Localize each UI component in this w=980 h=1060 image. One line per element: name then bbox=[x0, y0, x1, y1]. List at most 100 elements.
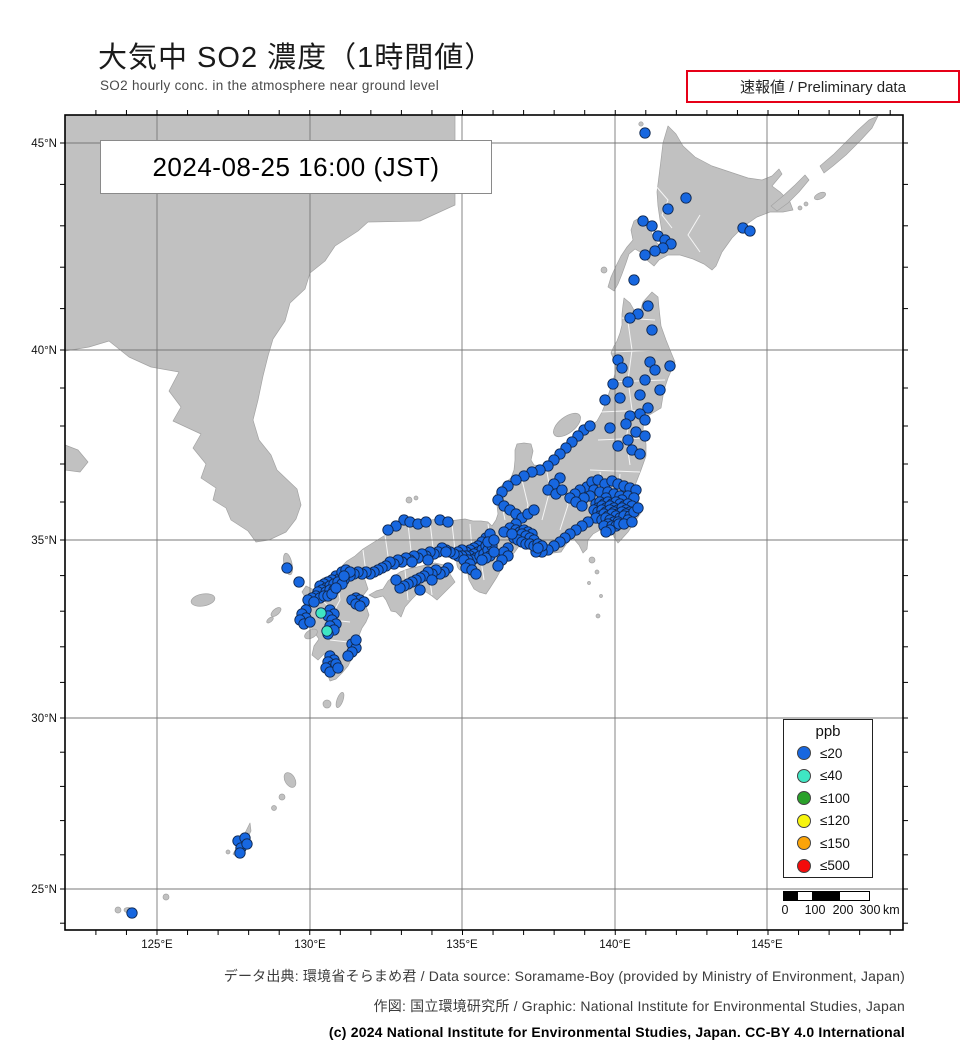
station-dot-le20 bbox=[426, 574, 438, 586]
station-dot-le20 bbox=[639, 374, 651, 386]
station-dot-le20 bbox=[634, 448, 646, 460]
shikotan-island bbox=[814, 191, 826, 201]
scale-bar-unit: km bbox=[883, 903, 900, 917]
scale-bar-segment bbox=[840, 892, 869, 900]
station-dot-le20 bbox=[639, 127, 651, 139]
lon-tick-label: 145°E bbox=[751, 939, 783, 951]
axis-ticks bbox=[60, 110, 908, 935]
scale-bar-segments bbox=[783, 891, 870, 901]
legend-row: ≤120 bbox=[784, 810, 872, 833]
okushiri-island bbox=[600, 266, 608, 274]
timestamp-text: 2024-08-25 16:00 (JST) bbox=[152, 151, 440, 182]
amakusa-island bbox=[304, 628, 318, 640]
legend-row: ≤100 bbox=[784, 787, 872, 810]
axis-labels: 45°N 40°N 35°N 30°N 25°N 125°E 130°E 135°E 140°E… bbox=[31, 138, 783, 951]
legend-label: ≤150 bbox=[820, 835, 850, 851]
legend-title: ppb bbox=[815, 723, 841, 740]
station-dot-le20 bbox=[662, 203, 674, 215]
station-dot-le40 bbox=[321, 625, 333, 637]
scale-bar-label: 100 bbox=[804, 903, 826, 917]
station-dot-le40 bbox=[315, 607, 327, 619]
legend-label: ≤500 bbox=[820, 858, 850, 874]
legend-color-dot bbox=[797, 813, 811, 828]
station-dot-le20 bbox=[642, 300, 654, 312]
station-dot-le20 bbox=[664, 360, 676, 372]
scale-bar: 0 100 200 300 km bbox=[779, 889, 909, 921]
station-dot-le20 bbox=[680, 192, 692, 204]
station-dot-le20 bbox=[644, 356, 656, 368]
station-dot-le20 bbox=[634, 389, 646, 401]
station-dot-le20 bbox=[626, 516, 638, 528]
station-dot-le20 bbox=[420, 516, 432, 528]
timestamp-box: 2024-08-25 16:00 (JST) bbox=[100, 140, 492, 194]
oki-islands-2 bbox=[413, 495, 419, 501]
miyako-island bbox=[162, 893, 170, 901]
station-dot-le20 bbox=[308, 596, 320, 608]
station-dot-le20 bbox=[440, 546, 452, 558]
station-dot-le20 bbox=[488, 534, 500, 546]
legend-color-dot bbox=[797, 836, 811, 851]
page-subtitle: SO2 hourly conc. in the atmosphere near … bbox=[100, 78, 440, 93]
yakushima-island bbox=[322, 699, 332, 709]
station-dot-le20 bbox=[126, 907, 138, 919]
station-dot-le20 bbox=[342, 650, 354, 662]
station-dot-le20 bbox=[576, 500, 588, 512]
station-dot-le20 bbox=[406, 556, 418, 568]
station-dot-le20 bbox=[528, 504, 540, 516]
station-dot-le20 bbox=[532, 542, 544, 554]
station-dot-le20 bbox=[304, 616, 316, 628]
station-dot-le20 bbox=[604, 422, 616, 434]
legend: ppb ≤20 ≤40 ≤100 ≤120 ≤150 ≤500 bbox=[783, 719, 873, 878]
legend-row: ≤150 bbox=[784, 832, 872, 855]
lon-tick-label: 125°E bbox=[141, 939, 173, 951]
scale-bar-segment bbox=[784, 892, 798, 900]
izu-island-4 bbox=[599, 594, 603, 598]
station-dot-le20 bbox=[639, 430, 651, 442]
station-dot-le20 bbox=[632, 502, 644, 514]
station-dot-le20 bbox=[639, 249, 651, 261]
legend-row: ≤40 bbox=[784, 765, 872, 788]
station-dot-le20 bbox=[607, 378, 619, 390]
station-dot-le20 bbox=[654, 384, 666, 396]
station-dot-le20 bbox=[470, 568, 482, 580]
station-dot-le20 bbox=[612, 440, 624, 452]
scale-bar-label: 300 bbox=[859, 903, 881, 917]
station-dot-le20 bbox=[639, 414, 651, 426]
station-dot-le20 bbox=[622, 434, 634, 446]
station-dot-le20 bbox=[616, 362, 628, 374]
page-title: 大気中 SO2 濃度（1時間値） bbox=[98, 42, 495, 74]
legend-row: ≤500 bbox=[784, 855, 872, 878]
station-dot-le20 bbox=[241, 838, 253, 850]
scale-bar-segment bbox=[812, 892, 840, 900]
station-dot-le20 bbox=[620, 418, 632, 430]
scale-bar-label: 0 bbox=[781, 903, 789, 917]
legend-rows: ≤20 ≤40 ≤100 ≤120 ≤150 ≤500 bbox=[784, 742, 872, 877]
iriomote-island bbox=[114, 906, 122, 914]
station-dot-le20 bbox=[584, 420, 596, 432]
legend-label: ≤120 bbox=[820, 813, 850, 829]
footer-data-source: データ出典: 環境省そらまめ君 / Data source: Soramame-… bbox=[223, 968, 905, 984]
legend-color-dot bbox=[797, 768, 811, 783]
station-dot-le20 bbox=[350, 634, 362, 646]
station-dot-le20 bbox=[390, 574, 402, 586]
lat-tick-label: 30°N bbox=[31, 713, 57, 725]
station-dot-le20 bbox=[330, 582, 342, 594]
kume-island bbox=[225, 849, 231, 855]
station-dot-le20 bbox=[476, 554, 488, 566]
lat-tick-label: 35°N bbox=[31, 535, 57, 547]
station-dot-le20 bbox=[744, 225, 756, 237]
tanegashima-island bbox=[335, 692, 345, 708]
station-dot-le20 bbox=[382, 524, 394, 536]
station-dot-le20 bbox=[338, 570, 350, 582]
station-dot-le20 bbox=[281, 562, 293, 574]
legend-label: ≤100 bbox=[820, 790, 850, 806]
legend-color-dot bbox=[797, 791, 811, 806]
station-dot-le20 bbox=[649, 245, 661, 257]
jeju-island bbox=[190, 593, 216, 607]
station-dot-le20 bbox=[622, 376, 634, 388]
legend-color-dot bbox=[797, 746, 811, 761]
goto-islands bbox=[270, 607, 282, 617]
station-dot-le20 bbox=[599, 394, 611, 406]
continent-korea bbox=[64, 114, 456, 543]
